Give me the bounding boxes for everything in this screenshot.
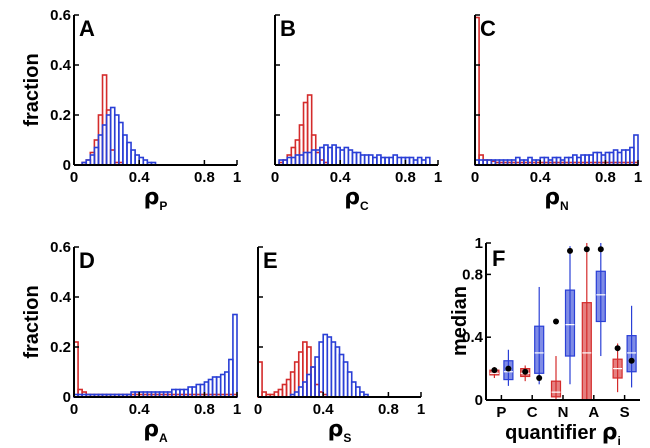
x-tick-label: 0.4 — [330, 169, 352, 186]
x-tick-label: 0.4 — [530, 169, 552, 186]
y-tick-label: 0 — [475, 392, 483, 409]
panel-letter: C — [480, 16, 496, 41]
y-tick-label: 0.6 — [50, 7, 71, 24]
y-axis-label: fraction — [21, 53, 43, 126]
mean-marker — [522, 368, 529, 375]
x-axis-symbol: ρ — [143, 417, 159, 442]
x-tick-label: 0 — [271, 169, 279, 186]
box-iqr — [626, 335, 637, 373]
x-axis-subscript: P — [159, 199, 167, 213]
y-tick-label: 0.4 — [50, 57, 72, 74]
category-label: S — [620, 404, 630, 421]
x-tick-label: 0.8 — [395, 169, 416, 186]
panel-b: 0 0.4 0.8 1 BρC — [271, 14, 442, 213]
x-axis-label: quantifier ρi — [505, 420, 621, 448]
y-tick-label: 0.4 — [462, 329, 484, 346]
y-tick-label: 0 — [63, 157, 71, 174]
x-axis-symbol: ρ — [144, 185, 160, 210]
x-axis-word: quantifier — [505, 422, 602, 444]
x-tick-label: 1 — [233, 169, 241, 186]
x-axis-subscript: A — [159, 431, 168, 445]
mean-marker — [597, 246, 604, 253]
x-axis-label: ρS — [328, 417, 352, 445]
x-tick-label: 0.4 — [129, 401, 151, 418]
x-axis-symbol: ρ — [544, 185, 560, 210]
box-iqr — [564, 289, 576, 357]
y-tick-label: 0.4 — [50, 289, 72, 306]
x-axis-symbol: ρ — [602, 420, 618, 445]
x-axis-label: ρC — [344, 185, 369, 213]
mean-marker — [583, 246, 590, 253]
x-tick-label: 0 — [70, 401, 78, 418]
x-tick-label: 0 — [254, 401, 262, 418]
category-label: A — [588, 404, 599, 421]
category-label: N — [558, 404, 569, 421]
mean-marker — [553, 318, 559, 325]
y-tick-label: 1 — [475, 235, 483, 252]
y-axis-label: fraction — [21, 285, 43, 358]
x-tick-label: 0.8 — [595, 169, 616, 186]
y-tick-label: 0 — [63, 389, 71, 406]
x-tick-label: 0 — [471, 169, 479, 186]
x-tick-label: 1 — [417, 401, 425, 418]
x-tick-label: 1 — [233, 401, 241, 418]
y-tick-label: 0.2 — [50, 339, 71, 356]
panel-letter: B — [280, 16, 296, 41]
x-axis-label: ρN — [544, 185, 568, 213]
x-axis-label: ρA — [143, 417, 168, 445]
x-axis-subscript: C — [360, 199, 369, 213]
x-tick-label: 0.8 — [194, 401, 215, 418]
y-axis-label: median — [449, 286, 471, 356]
x-axis-subscript: i — [618, 434, 621, 448]
category-label: C — [527, 404, 538, 421]
box-iqr — [550, 380, 562, 398]
panel-letter: D — [79, 248, 95, 273]
x-tick-label: 0.8 — [378, 401, 399, 418]
mean-marker — [614, 345, 621, 352]
histogram-bar — [424, 156, 431, 166]
box-iqr — [534, 325, 545, 374]
x-axis-label: ρP — [144, 185, 168, 213]
mean-marker — [491, 367, 498, 374]
x-tick-label: 0.4 — [313, 401, 335, 418]
panel-c: 0 0.4 0.8 1 CρN — [471, 14, 642, 213]
box-iqr — [595, 270, 606, 323]
y-tick-label: 0.6 — [50, 239, 71, 256]
panel-letter: F — [492, 246, 505, 271]
histogram-bar — [232, 313, 238, 398]
panel-letter: E — [263, 248, 278, 273]
box-iqr — [581, 302, 592, 401]
panel-e: 0 0.4 0.8 1 EρS — [254, 246, 425, 445]
mean-marker — [536, 375, 543, 382]
x-tick-label: 1 — [634, 169, 642, 186]
category-label: P — [496, 404, 506, 421]
y-tick-label: 0.8 — [462, 266, 483, 283]
x-tick-label: 0.4 — [129, 169, 151, 186]
x-tick-label: 0.8 — [194, 169, 215, 186]
x-tick-label: 0 — [70, 169, 78, 186]
x-axis-symbol: ρ — [344, 185, 360, 210]
panel-letter: A — [79, 16, 95, 41]
x-axis-subscript: S — [343, 431, 351, 445]
x-axis-subscript: N — [560, 199, 569, 213]
y-tick-label: 0.2 — [50, 107, 71, 124]
x-axis-symbol: ρ — [328, 417, 344, 442]
mean-marker — [505, 365, 512, 372]
mean-marker — [628, 357, 635, 364]
x-tick-label: 1 — [434, 169, 442, 186]
mean-marker — [567, 247, 573, 254]
